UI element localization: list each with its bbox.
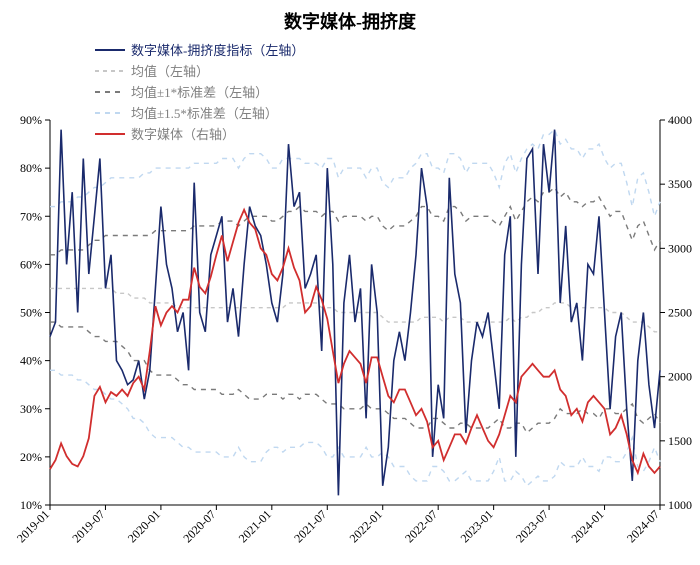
svg-text:30%: 30% (20, 402, 42, 416)
legend-label: 数字媒体-拥挤度指标（左轴） (131, 40, 304, 59)
svg-text:1000: 1000 (668, 498, 692, 512)
svg-text:1500: 1500 (668, 434, 692, 448)
svg-text:2500: 2500 (668, 306, 692, 320)
svg-text:3500: 3500 (668, 177, 692, 191)
svg-text:2023-07: 2023-07 (513, 507, 551, 545)
legend-item: 数字媒体-拥挤度指标（左轴） (95, 40, 345, 59)
svg-text:2024-01: 2024-01 (568, 507, 606, 545)
legend-swatch (95, 64, 125, 78)
chart-plot: 10%20%30%40%50%60%70%80%90%1000150020002… (0, 115, 700, 565)
svg-text:2021-01: 2021-01 (236, 507, 274, 545)
svg-text:2022-01: 2022-01 (347, 507, 385, 545)
legend-swatch (95, 85, 125, 99)
legend-item: 均值（左轴） (95, 61, 345, 80)
svg-text:4000: 4000 (668, 115, 692, 127)
svg-text:2000: 2000 (668, 370, 692, 384)
svg-text:80%: 80% (20, 161, 42, 175)
svg-text:60%: 60% (20, 257, 42, 271)
svg-text:90%: 90% (20, 115, 42, 127)
svg-text:2019-01: 2019-01 (14, 507, 52, 545)
svg-text:2020-07: 2020-07 (180, 507, 218, 545)
svg-text:40%: 40% (20, 354, 42, 368)
svg-text:2020-01: 2020-01 (125, 507, 163, 545)
legend-item: 均值±1*标准差（左轴） (95, 82, 345, 101)
svg-text:2023-01: 2023-01 (458, 507, 496, 545)
legend-swatch (95, 43, 125, 57)
legend-label: 均值±1*标准差（左轴） (131, 82, 268, 101)
chart-title: 数字媒体-拥挤度 (0, 8, 700, 34)
svg-text:50%: 50% (20, 306, 42, 320)
svg-text:2022-07: 2022-07 (402, 507, 440, 545)
svg-text:20%: 20% (20, 450, 42, 464)
svg-text:2021-07: 2021-07 (291, 507, 329, 545)
svg-text:3000: 3000 (668, 241, 692, 255)
legend-label: 均值（左轴） (131, 61, 209, 80)
svg-text:2019-07: 2019-07 (69, 507, 107, 545)
svg-text:2024-07: 2024-07 (624, 507, 662, 545)
svg-text:70%: 70% (20, 209, 42, 223)
